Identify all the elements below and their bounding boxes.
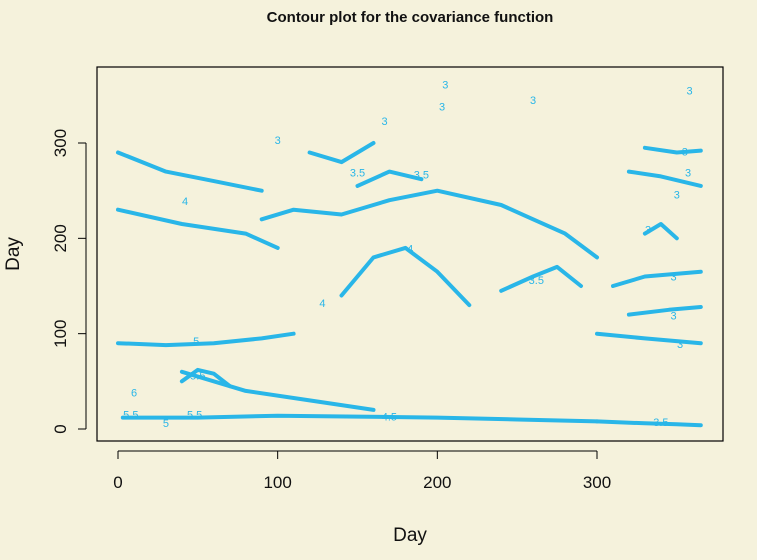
- contour-line-5: [116, 331, 296, 348]
- contour-level-label: 4: [407, 244, 413, 256]
- contour-level-label: 4.5: [382, 412, 397, 424]
- contour-level-label: 6: [131, 388, 137, 400]
- contour-level-label: 3: [687, 85, 693, 97]
- contour-level-label: 4: [182, 196, 188, 208]
- contour-line-4: [116, 150, 264, 193]
- x-tick-label: 200: [423, 473, 451, 492]
- x-tick-label: 0: [113, 473, 122, 492]
- x-axis: 0 100 200 300: [113, 450, 611, 492]
- contour-line-3: [611, 269, 703, 288]
- x-tick-label: 100: [263, 473, 291, 492]
- y-axis: 0 100 200 300: [51, 129, 87, 434]
- x-axis-label: Day: [393, 525, 427, 546]
- y-tick-label: 100: [51, 319, 70, 347]
- contour-level-label: 5.5: [190, 371, 205, 383]
- contour-line-3: [595, 331, 703, 346]
- contour-level-label: 3: [439, 102, 445, 114]
- contour-level-label: 3: [645, 225, 651, 237]
- contour-level-label: 3.5: [350, 167, 365, 179]
- contour-level-label: 3.5: [653, 417, 668, 429]
- contour-level-label: 3: [685, 167, 691, 179]
- contour-line-3: [307, 141, 376, 165]
- contour-level-label: 3: [382, 116, 388, 128]
- contour-line-3: [642, 145, 703, 155]
- contour-line-3-5: [595, 419, 703, 428]
- contour-level-label: 3: [674, 189, 680, 201]
- plot-frame: [96, 66, 724, 442]
- contour-level-label: 5.5: [187, 410, 202, 422]
- contour-level-label: 3: [677, 339, 683, 351]
- contour-level-label: 3: [530, 95, 536, 107]
- y-tick-label: 200: [51, 224, 70, 252]
- y-tick-label: 0: [51, 424, 70, 433]
- contour-level-label: 5: [193, 336, 199, 348]
- contour-level-label: 3: [682, 146, 688, 158]
- contour-line-3: [642, 222, 679, 241]
- chart-title: Contour plot for the covariance function: [267, 9, 554, 26]
- contour-line-4: [116, 207, 280, 250]
- contour-line-3: [626, 305, 703, 317]
- contour-line-3-5: [499, 264, 583, 293]
- contour-level-label: 3.5: [529, 275, 544, 287]
- contour-line-5: [179, 369, 376, 412]
- contour-level-label: 3.5: [414, 169, 429, 181]
- contour-level-label: 3: [442, 80, 448, 92]
- contour-line-4-5: [120, 413, 599, 424]
- contour-level-label: 3: [671, 271, 677, 283]
- contour-line-3-5: [355, 169, 424, 188]
- contour-level-label: 3: [671, 310, 677, 322]
- y-axis-label: Day: [3, 237, 24, 271]
- contour-line-4: [259, 188, 599, 260]
- y-tick-label: 300: [51, 129, 70, 157]
- contour-level-label: 5.5: [123, 410, 138, 422]
- contour-level-label: 5: [163, 418, 169, 430]
- contour-level-label: 4: [319, 298, 325, 310]
- contour-line-3: [626, 169, 703, 188]
- contour-level-label: 3: [275, 135, 281, 147]
- x-tick-label: 300: [583, 473, 611, 492]
- contour-lines: [116, 141, 703, 428]
- contour-line-4: [339, 245, 472, 308]
